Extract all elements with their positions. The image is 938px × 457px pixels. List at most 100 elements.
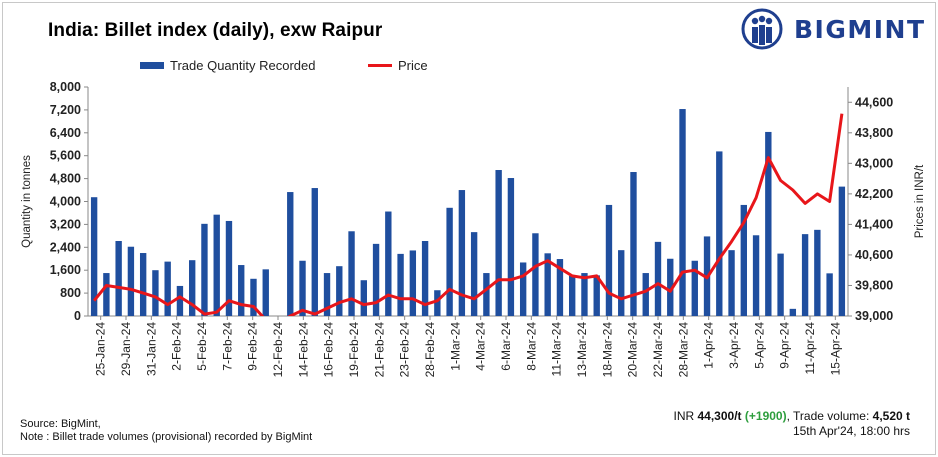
price-prefix: INR [673, 409, 698, 423]
x-tick-label: 13-Mar-24 [575, 322, 589, 378]
x-tick-label: 15-Apr-24 [828, 322, 842, 376]
quantity-bar [752, 235, 760, 316]
right-axis-title: Prices in INR/t [914, 164, 926, 238]
chart-title: India: Billet index (daily), exw Raipur [48, 20, 383, 41]
right-tick-label: 43,800 [855, 126, 893, 140]
quantity-bar [323, 273, 331, 316]
quantity-bar [569, 275, 576, 316]
left-tick-label: 1,600 [50, 263, 81, 277]
footer-source: Source: BigMint, Note : Billet trade vol… [20, 418, 312, 444]
quantity-bar [593, 275, 600, 316]
legend-label-bars: Trade Quantity Recorded [170, 58, 316, 73]
quantity-bar [740, 204, 747, 316]
x-tick-label: 20-Mar-24 [626, 322, 640, 378]
x-tick-label: 5-Apr-24 [752, 322, 766, 369]
x-tick-label: 8-Mar-24 [524, 322, 538, 371]
quantity-bar [336, 266, 343, 316]
quantity-bar [385, 211, 392, 316]
quantity-bar [483, 273, 490, 316]
quantity-bar [164, 261, 171, 316]
quantity-bar [765, 131, 772, 316]
quantity-bar [789, 308, 797, 316]
x-tick-label: 4-Mar-24 [474, 322, 488, 371]
quantity-bar [716, 151, 723, 316]
left-tick-label: 7,200 [50, 103, 81, 117]
left-tick-label: 5,600 [50, 149, 81, 163]
quantity-bar [176, 285, 184, 316]
quantity-bar [127, 246, 135, 316]
quantity-bar [679, 109, 686, 316]
quantity-bar [581, 273, 588, 316]
price-line [92, 113, 844, 316]
x-tick-label: 31-Jan-24 [144, 322, 158, 376]
x-tick-label: 6-Mar-24 [499, 322, 513, 371]
quantity-bar [348, 231, 355, 316]
x-tick-label: 28-Feb-24 [423, 322, 437, 378]
bigmint-logo: BIGMINT [740, 8, 925, 50]
right-tick-label: 43,000 [855, 156, 893, 170]
quantity-bar [238, 265, 245, 316]
quantity-bar [103, 273, 110, 316]
left-tick-label: 2,400 [50, 240, 81, 254]
left-tick-label: 4,800 [50, 172, 81, 186]
quantity-bar [397, 253, 404, 316]
quantity-bar [814, 229, 821, 316]
price-value: 44,300/t [697, 409, 742, 423]
right-tick-label: 42,200 [855, 187, 893, 201]
quantity-bar [225, 220, 233, 316]
x-tick-label: 14-Feb-24 [296, 322, 310, 378]
left-tick-label: 8,000 [50, 80, 81, 94]
x-tick-label: 28-Mar-24 [676, 322, 690, 378]
price-summary: INR 44,300/t (+1900), Trade volume: 4,52… [674, 409, 911, 424]
x-tick-label: 23-Feb-24 [398, 322, 412, 378]
quantity-bar [262, 269, 269, 316]
quantity-bar [115, 241, 122, 316]
quantity-bar [311, 188, 318, 316]
quantity-bar [801, 234, 809, 316]
quantity-bar [421, 241, 429, 316]
left-tick-label: 3,200 [50, 217, 81, 231]
left-tick-label: 0 [74, 309, 81, 323]
quantity-bar [618, 250, 625, 316]
legend-line-swatch [368, 64, 392, 67]
left-tick-label: 6,400 [50, 126, 81, 140]
bigmint-logo-icon [741, 8, 783, 50]
quantity-bar [556, 259, 564, 316]
quantity-bar [250, 278, 257, 316]
x-tick-label: 5-Feb-24 [195, 322, 209, 371]
timestamp: 15th Apr'24, 18:00 hrs [792, 424, 910, 438]
x-tick-label: 3-Apr-24 [727, 322, 741, 369]
x-tick-label: 9-Feb-24 [246, 322, 260, 371]
left-tick-label: 4,000 [50, 195, 81, 209]
x-tick-label: 7-Feb-24 [220, 322, 234, 371]
quantity-bar [838, 186, 846, 316]
volume-prefix: , Trade volume: [786, 409, 873, 423]
x-tick-label: 9-Apr-24 [778, 322, 792, 369]
x-tick-label: 18-Mar-24 [600, 322, 614, 378]
quantity-bar [667, 258, 674, 316]
x-tick-label: 12-Feb-24 [271, 322, 285, 378]
x-tick-label: 25-Jan-24 [94, 322, 108, 376]
quantity-bar [470, 232, 478, 316]
right-tick-label: 41,400 [855, 217, 893, 231]
x-tick-label: 29-Jan-24 [119, 322, 133, 376]
quantity-bar [213, 214, 220, 316]
right-tick-label: 44,600 [855, 95, 893, 109]
x-tick-label: 16-Feb-24 [322, 322, 336, 378]
quantity-bar [287, 192, 294, 316]
quantity-bar [495, 170, 502, 316]
quantity-bar [728, 250, 735, 316]
legend-bar-swatch [140, 62, 164, 69]
quantity-bar [360, 280, 367, 316]
quantity-bar [507, 178, 515, 316]
quantity-bar [630, 172, 637, 316]
note-text: Note : Billet trade volumes (provisional… [20, 431, 313, 443]
quantity-bar [409, 250, 417, 316]
price-change: (+1900) [744, 409, 787, 423]
x-tick-label: 11-Mar-24 [550, 322, 564, 377]
quantity-bar [90, 197, 98, 316]
volume-value: 4,520 t [872, 409, 910, 423]
x-tick-label: 21-Feb-24 [372, 322, 386, 378]
